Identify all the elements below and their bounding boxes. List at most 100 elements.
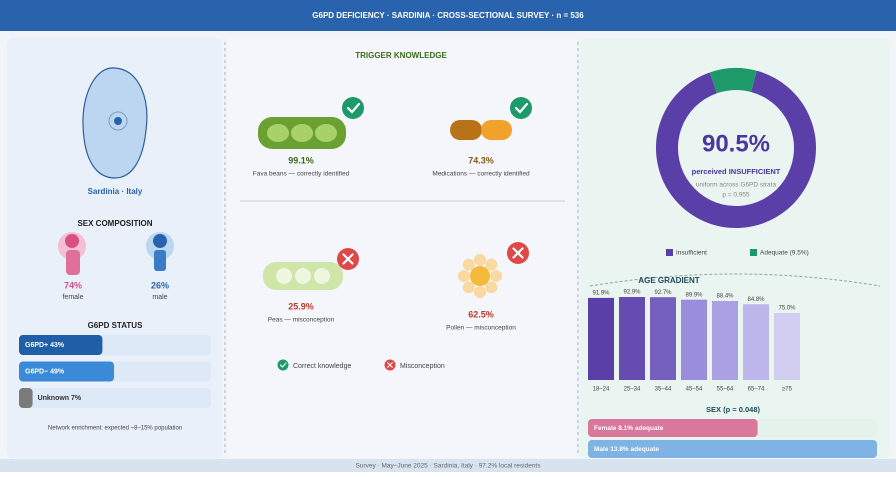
item-label: Fava beans — correctly identified <box>253 171 350 178</box>
bar-label: G6PD− 49% <box>25 368 65 375</box>
footer-bar <box>0 459 896 472</box>
petal <box>485 258 498 271</box>
bar-track <box>19 388 211 408</box>
location-dot <box>114 117 122 125</box>
fava-icon <box>291 124 313 142</box>
bar <box>588 440 877 458</box>
male-icon <box>154 250 166 271</box>
bar <box>19 361 115 382</box>
value-label: 75.0% <box>778 306 796 312</box>
bar <box>743 304 769 380</box>
item-label: Peas — misconception <box>268 317 335 324</box>
pill-icon <box>450 120 482 140</box>
header-title: G6PD DEFICIENCY · SARDINIA · CROSS-SECTI… <box>312 11 584 20</box>
donut-slice <box>709 68 757 94</box>
x-tick-label: 18–24 <box>593 387 610 393</box>
item-value: 74.3% <box>468 155 494 165</box>
fava-icon <box>315 124 337 142</box>
pill-icon <box>481 120 512 140</box>
category-label: G6PD+ <box>25 342 48 349</box>
x-tick-label: 65–74 <box>748 387 765 393</box>
footer: Survey · May–June 2025 · Sardinia, Italy… <box>356 463 542 470</box>
item-label: Medications — correctly identified <box>432 171 530 178</box>
donut-slice <box>656 70 816 228</box>
check-badge <box>342 97 364 119</box>
badge-mark <box>279 362 287 368</box>
bar <box>681 299 707 380</box>
value-label: 88.4% <box>716 294 734 300</box>
bar <box>774 312 800 380</box>
headline-caption: perceived INSUFFICIENT <box>692 167 781 176</box>
value-label: 92.9% <box>623 290 641 296</box>
legend-label: Misconception <box>400 363 445 370</box>
badge-mark <box>387 362 393 368</box>
male-share: 26% <box>151 280 169 290</box>
value-label: 84.8% <box>747 297 765 303</box>
value-label: 92.7% <box>654 290 672 296</box>
section-title: AGE GRADIENT <box>638 276 699 285</box>
petal <box>490 270 502 282</box>
category-label: G6PD− <box>25 368 48 375</box>
legend-label: Adequate (9.5%) <box>760 250 809 257</box>
item-value: 25.9% <box>288 301 314 311</box>
category-label: Female 8.1% adequate <box>594 425 664 432</box>
legend-label: Insufficient <box>676 250 707 257</box>
note: Network enrichment: expected ~8–15% popu… <box>48 426 182 432</box>
female-icon <box>65 234 79 248</box>
value-label: 43% <box>50 342 65 349</box>
male-label: male <box>152 294 167 301</box>
legend-swatch <box>750 249 757 256</box>
female-icon <box>66 250 80 275</box>
item-label: Pollen — misconception <box>446 325 516 332</box>
bar-label: G6PD+ 43% <box>25 342 65 349</box>
petal <box>462 281 475 294</box>
decor-arc <box>589 273 881 287</box>
fava-icon <box>267 124 289 142</box>
note: p = 0.955 <box>722 192 750 199</box>
x-tick-label: 45–54 <box>686 387 703 393</box>
header-bar <box>0 0 896 31</box>
peas-icon <box>314 268 330 284</box>
section-title: G6PD STATUS <box>88 321 143 330</box>
bar <box>619 297 645 380</box>
peas-icon <box>276 268 292 284</box>
male-icon <box>153 234 167 248</box>
bar <box>588 297 614 380</box>
badge-mark <box>514 102 529 114</box>
category-label: Unknown <box>38 395 70 402</box>
section-title: TRIGGER KNOWLEDGE <box>355 51 447 60</box>
check-badge <box>277 359 289 371</box>
legend-label: Correct knowledge <box>293 363 351 370</box>
category-label: Male 13.8% adequate <box>594 446 659 453</box>
petal <box>485 281 498 294</box>
bar <box>712 301 738 380</box>
bar-label: Unknown 7% <box>38 395 82 402</box>
female-label: female <box>62 294 83 301</box>
value-label: 49% <box>50 368 65 375</box>
bar-label: Male 13.8% adequate <box>594 446 659 453</box>
petal <box>458 270 470 282</box>
check-badge <box>510 97 532 119</box>
item-value: 99.1% <box>288 155 314 165</box>
bar-label: Female 8.1% adequate <box>594 425 664 432</box>
petal <box>474 254 486 266</box>
female-share: 74% <box>64 280 82 290</box>
x-tick-label: ≥75 <box>782 387 793 393</box>
bar <box>19 388 33 408</box>
bar <box>588 419 758 437</box>
location-ring <box>108 111 128 131</box>
item-value: 62.5% <box>468 309 494 319</box>
x-tick-label: 25–34 <box>624 387 641 393</box>
right-panel <box>580 38 889 458</box>
pollen-icon <box>458 254 502 298</box>
map-label: Sardinia · Italy <box>88 187 143 196</box>
x-tick-label: 55–64 <box>717 387 734 393</box>
flower-center <box>470 266 490 286</box>
legend-swatch <box>666 249 673 256</box>
x-tick-label: 35–44 <box>655 387 672 393</box>
value-label: 89.9% <box>685 292 703 298</box>
section-title: SEX (p = 0.048) <box>706 405 760 414</box>
bar <box>19 335 103 355</box>
